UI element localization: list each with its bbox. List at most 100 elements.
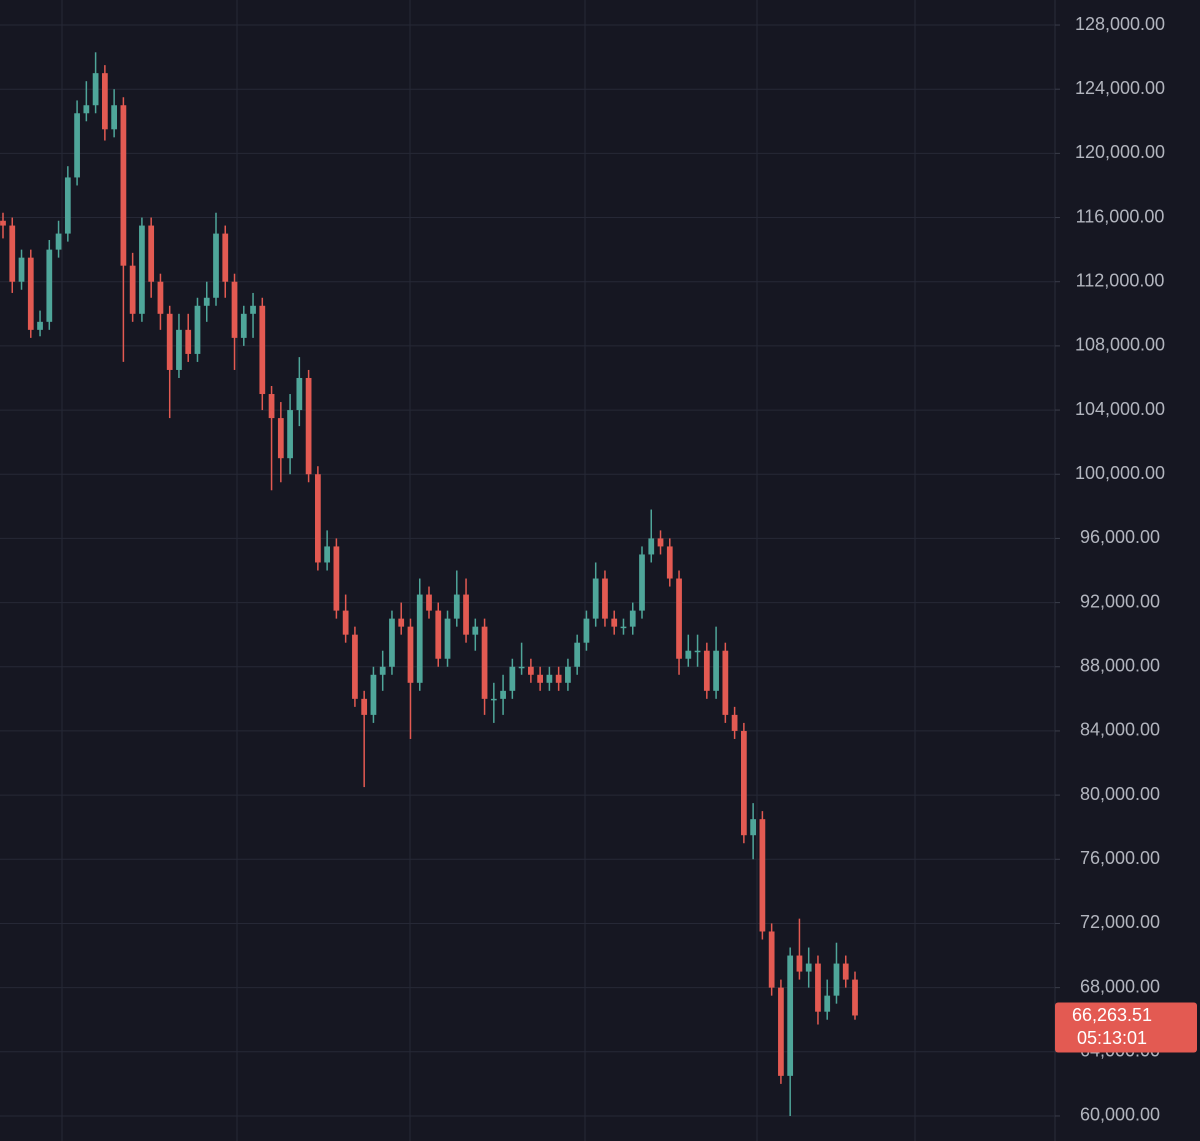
candle-body <box>490 698 497 701</box>
candle-body <box>352 634 358 699</box>
candle-body <box>259 305 266 395</box>
candle-body <box>500 690 506 699</box>
candle-body <box>750 819 757 836</box>
candle-body <box>18 257 25 282</box>
candle-body <box>852 979 858 1016</box>
candle-body <box>370 674 377 715</box>
candle-body <box>416 594 423 683</box>
candle-body <box>592 578 599 619</box>
candle-body <box>444 618 451 659</box>
candle-body <box>722 650 729 715</box>
candle-body <box>361 698 368 715</box>
candle-body <box>46 249 53 322</box>
candle-body <box>27 257 34 330</box>
y-tick-label: 100,000.00 <box>1075 463 1165 483</box>
candle-body <box>407 626 414 683</box>
y-tick-label: 124,000.00 <box>1075 78 1165 98</box>
candle-body <box>481 626 488 699</box>
candle-body <box>546 674 553 683</box>
candle-body <box>648 538 655 555</box>
candle-body <box>231 281 238 338</box>
candle-body <box>778 987 784 1076</box>
candle-body <box>435 610 442 659</box>
candle-body <box>120 105 127 266</box>
candle-body <box>213 233 219 298</box>
countdown-label: 05:13:01 <box>1077 1028 1147 1048</box>
candle-body <box>759 819 766 932</box>
candle-body <box>740 730 747 836</box>
candle-body <box>222 233 229 282</box>
candle-body <box>574 642 581 667</box>
candle-body <box>342 610 349 635</box>
y-tick-label: 60,000.00 <box>1080 1105 1160 1125</box>
candle-body <box>398 618 405 627</box>
candle-body <box>518 666 525 669</box>
candle-body <box>250 305 256 314</box>
candle-body <box>639 554 645 611</box>
candle-body <box>101 73 108 130</box>
candle-body <box>472 626 479 635</box>
candle-body <box>666 546 673 579</box>
y-tick-label: 88,000.00 <box>1080 656 1160 676</box>
candle-body <box>185 329 192 354</box>
y-tick-label: 92,000.00 <box>1080 591 1160 611</box>
y-tick-label: 76,000.00 <box>1080 848 1160 868</box>
candle-body <box>731 714 738 731</box>
candle-body <box>787 955 794 1076</box>
candle-body <box>824 995 831 1012</box>
candle-body <box>92 73 99 106</box>
candle-body <box>527 666 534 675</box>
candle-body <box>842 963 849 980</box>
candle-body <box>713 650 719 691</box>
candle-body <box>55 233 62 250</box>
candle-body <box>555 674 562 683</box>
candle-body <box>805 963 812 972</box>
candle-body <box>833 963 840 996</box>
candle-body <box>83 105 90 114</box>
y-tick-label: 116,000.00 <box>1076 206 1165 226</box>
candle-body <box>194 305 201 354</box>
y-tick-label: 96,000.00 <box>1080 527 1160 547</box>
candle-body <box>129 265 136 314</box>
candle-body <box>203 297 210 306</box>
y-tick-label: 80,000.00 <box>1080 784 1160 804</box>
candle-body <box>676 578 682 659</box>
candle-body <box>176 329 182 370</box>
candle-body <box>324 546 331 563</box>
candle-body <box>314 474 321 563</box>
candle-body <box>166 313 173 370</box>
candle-body <box>240 313 247 338</box>
candle-body <box>268 394 275 419</box>
y-tick-label: 68,000.00 <box>1080 976 1160 996</box>
candle-body <box>583 618 590 643</box>
candle-body <box>602 578 608 619</box>
price-tag <box>1055 1002 1197 1053</box>
candle-body <box>796 955 803 972</box>
candle-body <box>453 594 460 619</box>
candle-body <box>379 666 386 675</box>
y-tick-label: 72,000.00 <box>1080 912 1160 932</box>
candle-body <box>565 666 571 683</box>
candle-body <box>9 225 16 282</box>
y-tick-label: 128,000.00 <box>1075 14 1165 34</box>
candle-body <box>139 225 145 314</box>
time-grid <box>61 0 916 1141</box>
candle-body <box>509 666 516 691</box>
candle-body <box>629 610 636 627</box>
y-tick-label: 108,000.00 <box>1075 335 1165 355</box>
candle-body <box>657 538 664 547</box>
candle-body <box>64 177 71 234</box>
candle-body <box>0 220 6 226</box>
candle-body <box>620 626 627 629</box>
y-tick-label: 84,000.00 <box>1080 720 1160 740</box>
candle-body <box>305 377 312 475</box>
candle-body <box>296 377 303 411</box>
candle-body <box>694 650 701 653</box>
price-tag-label: 66,263.51 <box>1072 1005 1152 1025</box>
candle-body <box>333 546 340 611</box>
candle-body <box>389 618 395 667</box>
y-tick-label: 104,000.00 <box>1075 399 1165 419</box>
